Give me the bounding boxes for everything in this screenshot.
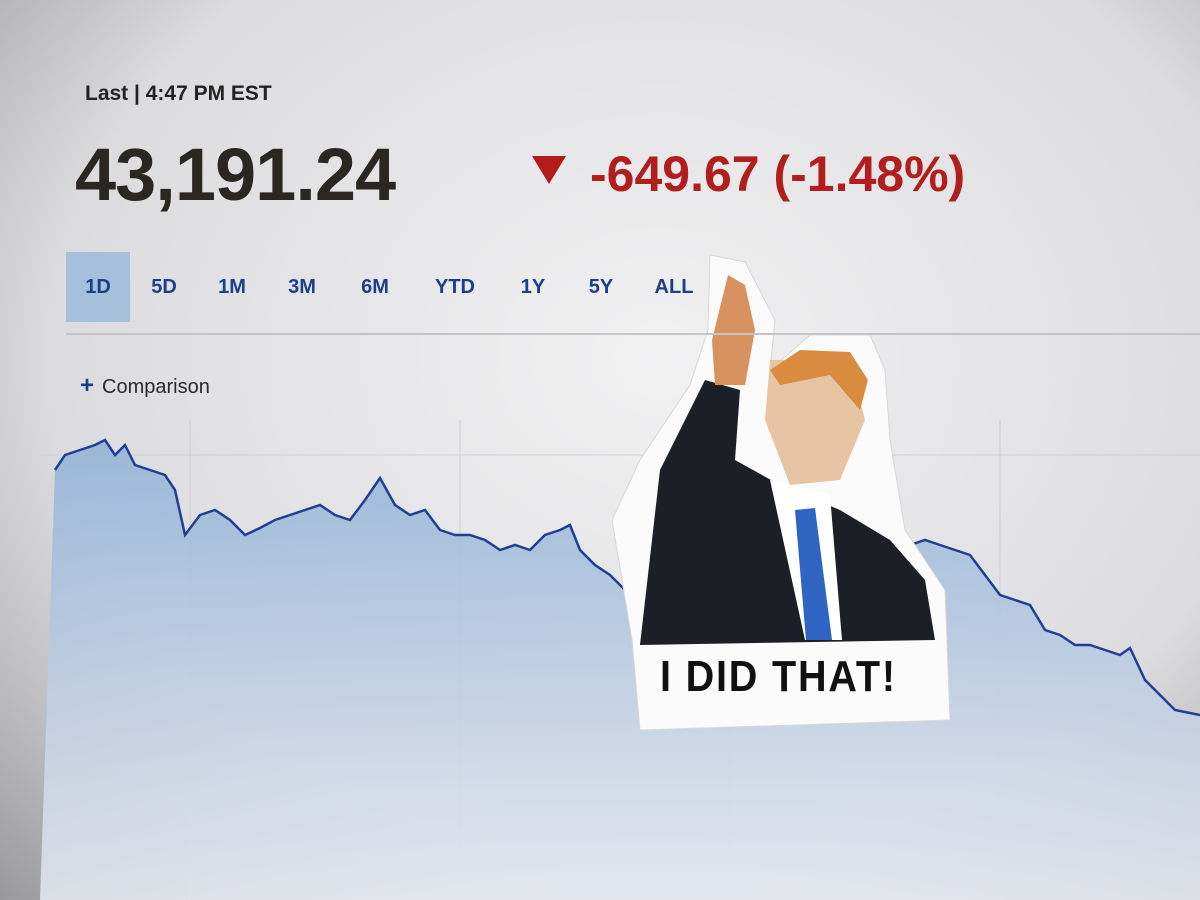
price: 43,191.24: [75, 133, 396, 216]
range-tab[interactable]: 3M: [288, 276, 316, 298]
range-tab[interactable]: 6M: [361, 276, 389, 298]
price-change: -649.67 (-1.48%): [590, 146, 966, 202]
sticker-caption: I DID THAT!: [660, 652, 897, 701]
comparison-button[interactable]: + Comparison: [80, 372, 210, 399]
comparison-label: Comparison: [102, 376, 210, 398]
range-tab[interactable]: 1Y: [520, 276, 546, 298]
range-tabs: 1D 5D 1M 3M 6M YTD 1Y 5Y ALL: [66, 252, 714, 322]
range-tab[interactable]: 1M: [218, 276, 246, 298]
range-tab[interactable]: ALL: [654, 276, 694, 298]
range-tab[interactable]: 5Y: [588, 276, 614, 298]
down-arrow: [532, 156, 566, 184]
range-tab[interactable]: 5D: [151, 276, 177, 298]
price-line: [53, 438, 1200, 717]
separator: [66, 333, 1200, 335]
last-updated: Last | 4:47 PM EST: [85, 82, 272, 105]
range-tab[interactable]: 1D: [66, 252, 130, 322]
range-tab[interactable]: YTD: [435, 276, 475, 298]
sticker: [611, 254, 951, 731]
